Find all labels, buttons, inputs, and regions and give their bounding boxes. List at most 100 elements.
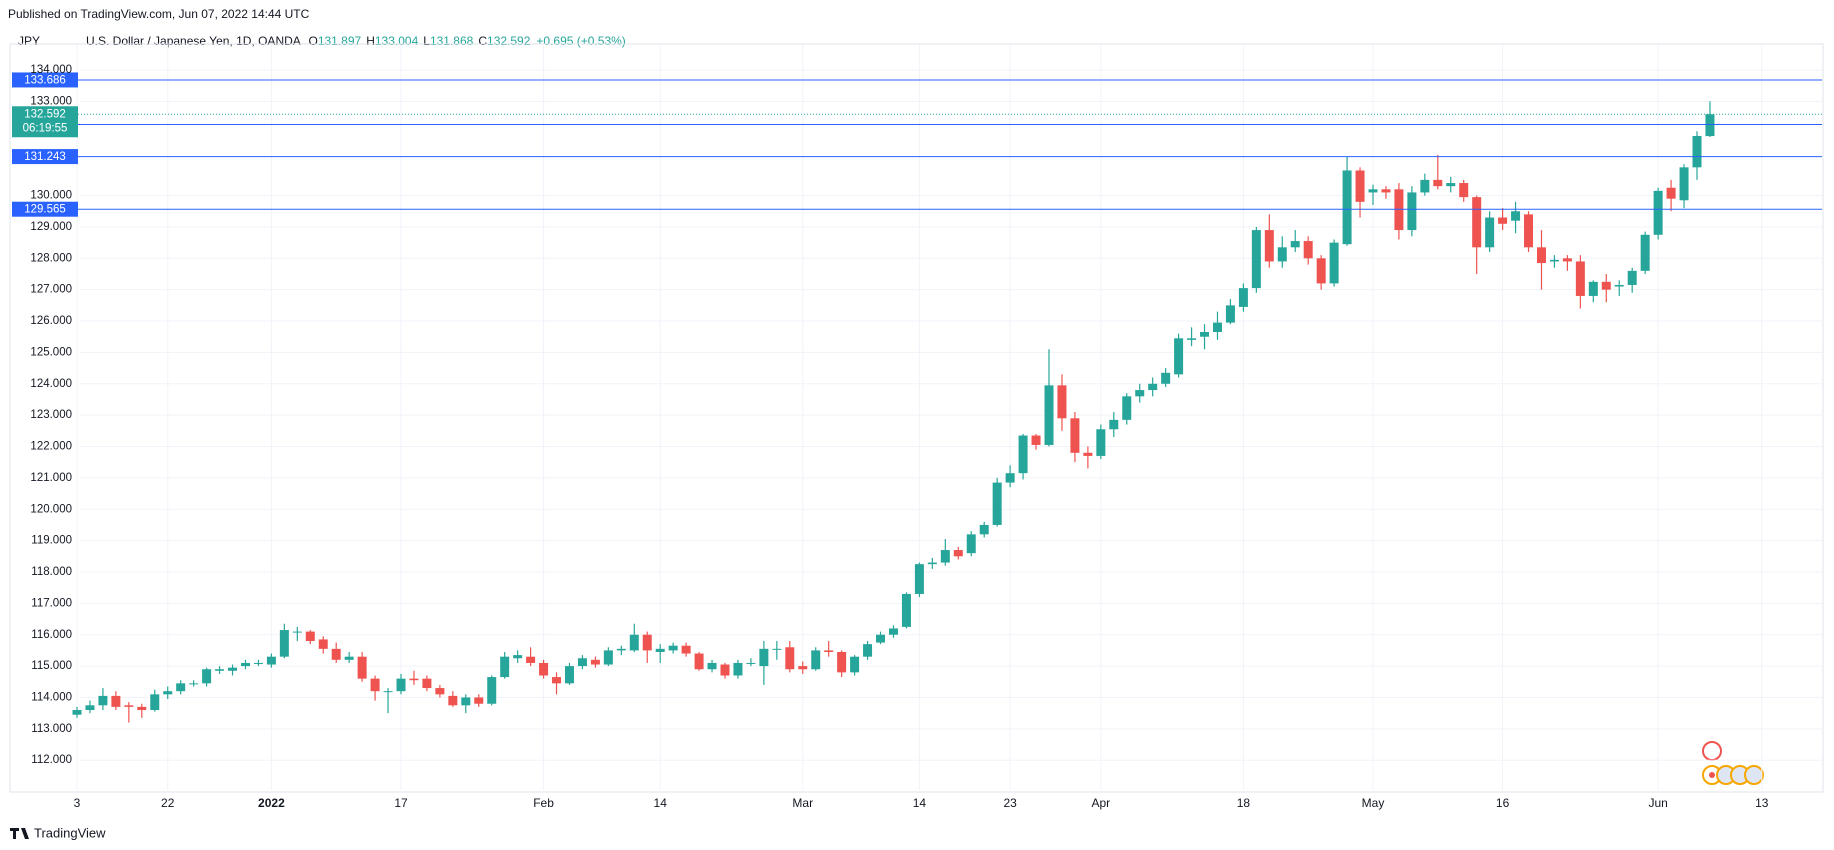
candle-body [966, 534, 976, 554]
candle-body [1498, 217, 1508, 224]
candle-body [850, 656, 860, 673]
x-tick-label: Feb [533, 796, 554, 810]
candle-body [772, 648, 782, 650]
candle-body [1148, 383, 1158, 391]
published-note: Published on TradingView.com, Jun 07, 20… [8, 7, 310, 21]
ohlc-key: C [478, 34, 488, 48]
candle-body [837, 651, 847, 673]
x-tick-label: 22 [161, 796, 175, 810]
candle-body [940, 550, 950, 563]
y-tick-label: 115.000 [31, 660, 72, 672]
candle-body [1264, 230, 1274, 262]
candle-body [500, 656, 510, 678]
candle-body [655, 648, 665, 652]
candle-body [124, 705, 134, 707]
y-tick-label: 114.000 [31, 691, 72, 703]
candle-body [1122, 396, 1132, 420]
x-tick-label: 3 [74, 796, 81, 810]
candle-body [1485, 217, 1495, 248]
candle-body [370, 678, 380, 692]
price-label-box [12, 149, 78, 165]
candle-body [1018, 435, 1028, 474]
y-tick-label: 133.000 [30, 95, 72, 107]
y-tick-label: 125.000 [30, 346, 72, 358]
candle-body [461, 697, 471, 706]
y-tick-label: 122.000 [30, 441, 72, 453]
candle-body [111, 695, 121, 707]
y-tick-label: 113.000 [31, 723, 72, 735]
candle-body [1524, 214, 1534, 248]
candle-body [681, 645, 691, 654]
y-tick-label: 118.000 [31, 566, 72, 578]
candle-body [1057, 385, 1067, 419]
candle-body [1200, 332, 1210, 337]
price-label: 129.565 [24, 204, 66, 216]
candle-body [1212, 322, 1222, 333]
candle-body [474, 697, 484, 704]
y-tick-label: 116.000 [31, 629, 72, 641]
candle-body [953, 550, 963, 557]
candle-body [733, 662, 743, 676]
candle-body [240, 662, 250, 667]
x-tick-label: May [1362, 796, 1385, 810]
candle-body [876, 634, 886, 643]
candle-body [1536, 247, 1546, 264]
candle-body [1692, 135, 1702, 168]
candle-body [1666, 187, 1676, 199]
x-tick-label: Jun [1648, 796, 1667, 810]
x-tick-label: 14 [913, 796, 927, 810]
ohlc-key: H [366, 34, 375, 48]
candle-body [1329, 242, 1339, 284]
overlays: 133.686132.265131.243129.565132.59206:19… [12, 72, 1822, 217]
candle-body [1316, 258, 1326, 284]
candle-body [176, 683, 186, 692]
candle-body [189, 683, 199, 685]
candle-body [1653, 190, 1663, 235]
brand: TradingView [34, 825, 106, 840]
price-label-box [12, 201, 78, 217]
candle-body [1640, 234, 1650, 271]
candle-body [1601, 281, 1611, 290]
candle-body [1355, 170, 1365, 202]
candle-body [526, 656, 536, 663]
candle-body [1433, 179, 1443, 187]
x-tick-label: 23 [1003, 796, 1017, 810]
candle-body [1420, 179, 1430, 193]
candle-body [603, 650, 613, 665]
candle-body [1381, 189, 1391, 193]
ohlc-key: O [308, 34, 318, 48]
last-price-box [12, 106, 78, 138]
candle-body [707, 662, 717, 670]
x-tick-label: 2022 [258, 796, 285, 810]
candle-body [279, 630, 289, 657]
candle-body [746, 662, 756, 664]
y-tick-label: 124.000 [30, 378, 72, 390]
candle-body [1705, 114, 1715, 137]
x-tick-label: Apr [1091, 796, 1110, 810]
candle-body [72, 710, 82, 715]
candle-body [1187, 338, 1197, 340]
candle-body [448, 695, 458, 706]
candle-body [539, 662, 549, 676]
candle-body [888, 628, 898, 635]
candle-body [1472, 197, 1482, 248]
candle-body [422, 678, 432, 689]
candle-body [357, 656, 367, 679]
y-tick-label: 129.000 [30, 221, 72, 233]
candle-body [577, 658, 587, 667]
y-tick-label: 128.000 [30, 252, 72, 264]
candle-body [1627, 270, 1637, 285]
candle-body [1161, 372, 1171, 384]
candle-body [1238, 288, 1248, 307]
candle-body [1083, 452, 1093, 456]
candle-body [1303, 241, 1313, 259]
y-tick-label: 117.000 [31, 597, 72, 609]
candle-body [694, 653, 704, 670]
candle-body [979, 524, 989, 535]
candle-body [668, 645, 678, 651]
logo [10, 828, 29, 839]
price-label: 133.686 [24, 74, 66, 86]
candle-body [1562, 258, 1572, 262]
candle-body [798, 666, 808, 670]
x-tick-label: Mar [792, 796, 813, 810]
